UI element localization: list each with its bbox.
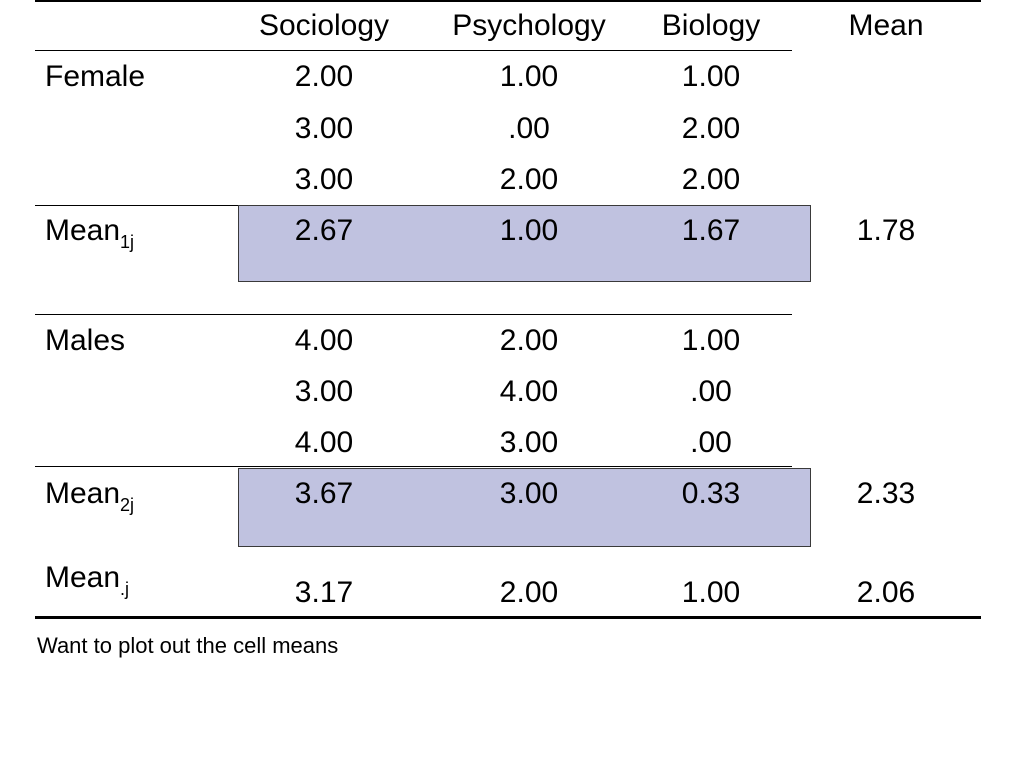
male-mean-label-text: Mean	[45, 477, 121, 510]
column-mean-psychology: 2.00	[499, 576, 559, 609]
female-cell-means-highlight	[238, 205, 811, 282]
male-mean-label: Mean2j	[45, 477, 225, 515]
male-mean-psychology: 3.00	[499, 477, 559, 510]
male-r1-sociology: 4.00	[294, 324, 354, 357]
female-r1-sociology: 2.00	[294, 60, 354, 93]
male-overall-mean: 2.33	[856, 477, 916, 510]
male-cell-means-highlight	[238, 468, 811, 547]
female-mean-subscript: 1j	[120, 232, 135, 252]
male-block-rule	[35, 314, 792, 315]
male-mean-rule	[35, 466, 792, 467]
female-r1-psychology: 1.00	[499, 60, 559, 93]
header-mean: Mean	[848, 9, 924, 42]
header-psychology: Psychology	[452, 9, 606, 42]
male-r1-psychology: 2.00	[499, 324, 559, 357]
row-label-males: Males	[45, 324, 126, 357]
column-mean-label: Mean.j	[45, 561, 225, 599]
grand-mean: 2.06	[856, 576, 916, 609]
female-mean-psychology: 1.00	[499, 214, 559, 247]
female-r2-sociology: 3.00	[294, 112, 354, 145]
column-mean-biology: 1.00	[681, 576, 741, 609]
male-mean-sociology: 3.67	[294, 477, 354, 510]
male-r3-psychology: 3.00	[499, 426, 559, 459]
column-mean-sociology: 3.17	[294, 576, 354, 609]
female-r3-sociology: 3.00	[294, 163, 354, 196]
male-r2-sociology: 3.00	[294, 375, 354, 408]
male-mean-biology: 0.33	[681, 477, 741, 510]
column-mean-label-text: Mean	[45, 561, 121, 594]
female-mean-sociology: 2.67	[294, 214, 354, 247]
female-r3-biology: 2.00	[681, 163, 741, 196]
female-r2-psychology: .00	[508, 112, 550, 145]
female-overall-mean: 1.78	[856, 214, 916, 247]
male-mean-subscript: 2j	[120, 495, 135, 515]
male-r3-biology: .00	[690, 426, 732, 459]
female-r2-biology: 2.00	[681, 112, 741, 145]
female-mean-label: Mean1j	[45, 214, 225, 252]
male-r2-psychology: 4.00	[499, 375, 559, 408]
header-biology: Biology	[661, 9, 761, 42]
column-mean-subscript: .j	[120, 579, 130, 599]
table-top-rule	[35, 0, 981, 2]
male-r3-sociology: 4.00	[294, 426, 354, 459]
male-r2-biology: .00	[690, 375, 732, 408]
header-underline	[35, 50, 792, 51]
female-mean-label-text: Mean	[45, 214, 121, 247]
table-bottom-rule	[35, 616, 981, 619]
row-label-female: Female	[45, 60, 146, 93]
male-r1-biology: 1.00	[681, 324, 741, 357]
caption: Want to plot out the cell means	[37, 633, 339, 658]
female-mean-biology: 1.67	[681, 214, 741, 247]
female-r1-biology: 1.00	[681, 60, 741, 93]
header-sociology: Sociology	[258, 9, 390, 42]
female-r3-psychology: 2.00	[499, 163, 559, 196]
